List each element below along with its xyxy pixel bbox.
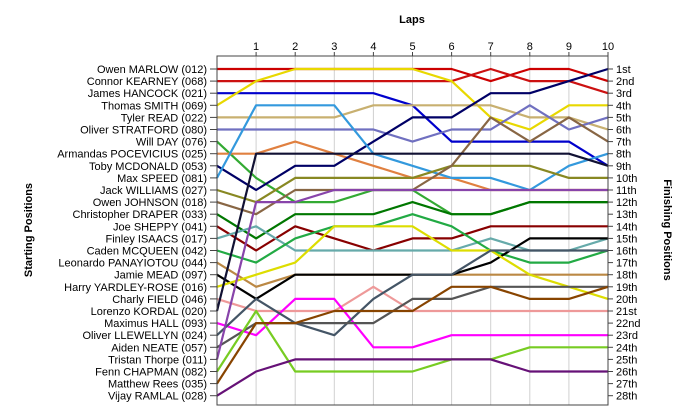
driver-start-label: Max SPEED (081) [117,173,207,185]
finishing-position-label: 26th [616,367,637,379]
driver-start-label: Matthew Rees (035) [108,379,207,391]
driver-start-label: Will DAY (076) [136,137,207,149]
finishing-position-label: 11th [616,185,637,197]
driver-start-label: Owen MARLOW (012) [97,64,207,76]
driver-start-label: Oliver STRATFORD (080) [80,125,207,137]
driver-start-label: Jamie MEAD (097) [114,270,207,282]
finishing-position-label: 21st [616,306,637,318]
series-line [216,249,608,337]
driver-start-label: Jack WILLIAMS (027) [100,185,207,197]
x-tick-label: 3 [331,41,337,53]
finishing-position-label: 9th [616,161,631,173]
driver-start-label: James HANCOCK (021) [88,88,207,100]
x-tick-label: 6 [449,41,455,53]
driver-start-label: Oliver LLEWELLYN (024) [82,330,207,342]
series-line [216,67,609,192]
x-tick-label: 7 [488,41,494,53]
finishing-position-label: 20th [616,294,637,306]
series-line [216,164,608,204]
series-line [216,285,609,385]
x-tick-labels: 1 2 3 4 5 6 7 8 9 10 [253,41,614,56]
series-line [216,309,608,373]
finishing-position-label: 14th [616,221,637,233]
driver-start-label: Connor KEARNEY (068) [87,76,207,88]
finishing-position-label: 8th [616,149,631,161]
driver-start-label: Armandas POCEVICIUS (025) [57,149,207,161]
x-tick-label: 10 [602,41,614,53]
finishing-position-label: 4th [616,100,631,112]
finishing-position-label: 22nd [616,318,640,330]
driver-start-label: Charly FIELD (046) [112,294,207,306]
series-line [217,67,609,95]
series-lines [215,67,609,397]
starting-position-labels: Owen MARLOW (012)Connor KEARNEY (068)Jam… [57,64,217,403]
driver-start-label: Finley ISAACS (017) [106,233,207,245]
series-line [216,104,609,192]
series-line [215,188,608,360]
finishing-position-label: 19th [616,282,637,294]
finishing-position-label: 5th [616,112,631,124]
x-tick-label: 4 [370,41,376,53]
finishing-position-label: 24th [616,342,637,354]
x-tick-label: 2 [292,41,298,53]
series-line [216,225,608,252]
driver-start-label: Vijay RAMLAL (028) [108,391,207,403]
x-tick-label: 5 [409,41,415,53]
finishing-position-label: 25th [616,354,637,366]
finishing-position-label: 17th [616,258,637,270]
driver-start-label: Maximus HALL (093) [104,318,207,330]
driver-start-label: Owen JOHNSON (018) [93,197,207,209]
finishing-position-label: 1st [616,64,631,76]
driver-start-label: Aiden NEATE (057) [111,342,207,354]
series-line [216,213,609,264]
x-tick-label: 8 [527,41,533,53]
driver-start-label: Christopher DRAPER (033) [73,209,208,221]
finishing-position-label: 7th [616,137,631,149]
x-tick-label: 9 [566,41,572,53]
finishing-position-label: 3rd [616,88,632,100]
driver-start-label: Fenn CHAPMAN (082) [95,367,207,379]
driver-start-label: Harry YARDLEY-ROSE (016) [64,282,207,294]
finishing-position-label: 16th [616,246,637,258]
driver-start-label: Tyler READ (022) [121,112,207,124]
finishing-position-label: 12th [616,197,637,209]
finishing-position-label: 6th [616,125,631,137]
series-line [216,225,609,300]
x-tick-label: 1 [253,41,259,53]
finishing-position-label: 27th [616,379,637,391]
series-line [216,67,608,131]
driver-start-label: Lorenzo KORDAL (020) [91,306,207,318]
finishing-position-label: 28th [616,391,637,403]
series-line [215,152,609,312]
finishing-position-label: 23rd [616,330,638,342]
driver-start-label: Leonardo PANAYIOTOU (044) [58,258,207,270]
series-line [217,104,609,143]
driver-start-label: Joe SHEPPY (041) [113,221,207,233]
finishing-position-label: 2nd [616,76,634,88]
y-axis-title-left: Starting Positions [23,183,35,277]
driver-start-label: Thomas SMITH (069) [101,100,207,112]
finishing-position-label: 15th [616,233,637,245]
y-axis-title-right: Finishing Positions [661,179,673,280]
finishing-position-label: 10th [616,173,637,185]
driver-start-label: Toby MCDONALD (053) [89,161,207,173]
series-line [217,104,609,131]
series-line [216,297,608,349]
driver-start-label: Caden MCQUEEN (042) [87,246,207,258]
finishing-position-label: 13th [616,209,637,221]
x-axis-title: Laps [399,14,425,26]
finishing-position-labels: 1st2nd3rd4th5th6th7th8th9th10th11th12th1… [608,64,640,403]
finishing-position-label: 18th [616,270,637,282]
driver-start-label: Tristan Thorpe (011) [108,354,207,366]
series-line [216,201,608,240]
series-line [216,358,608,397]
